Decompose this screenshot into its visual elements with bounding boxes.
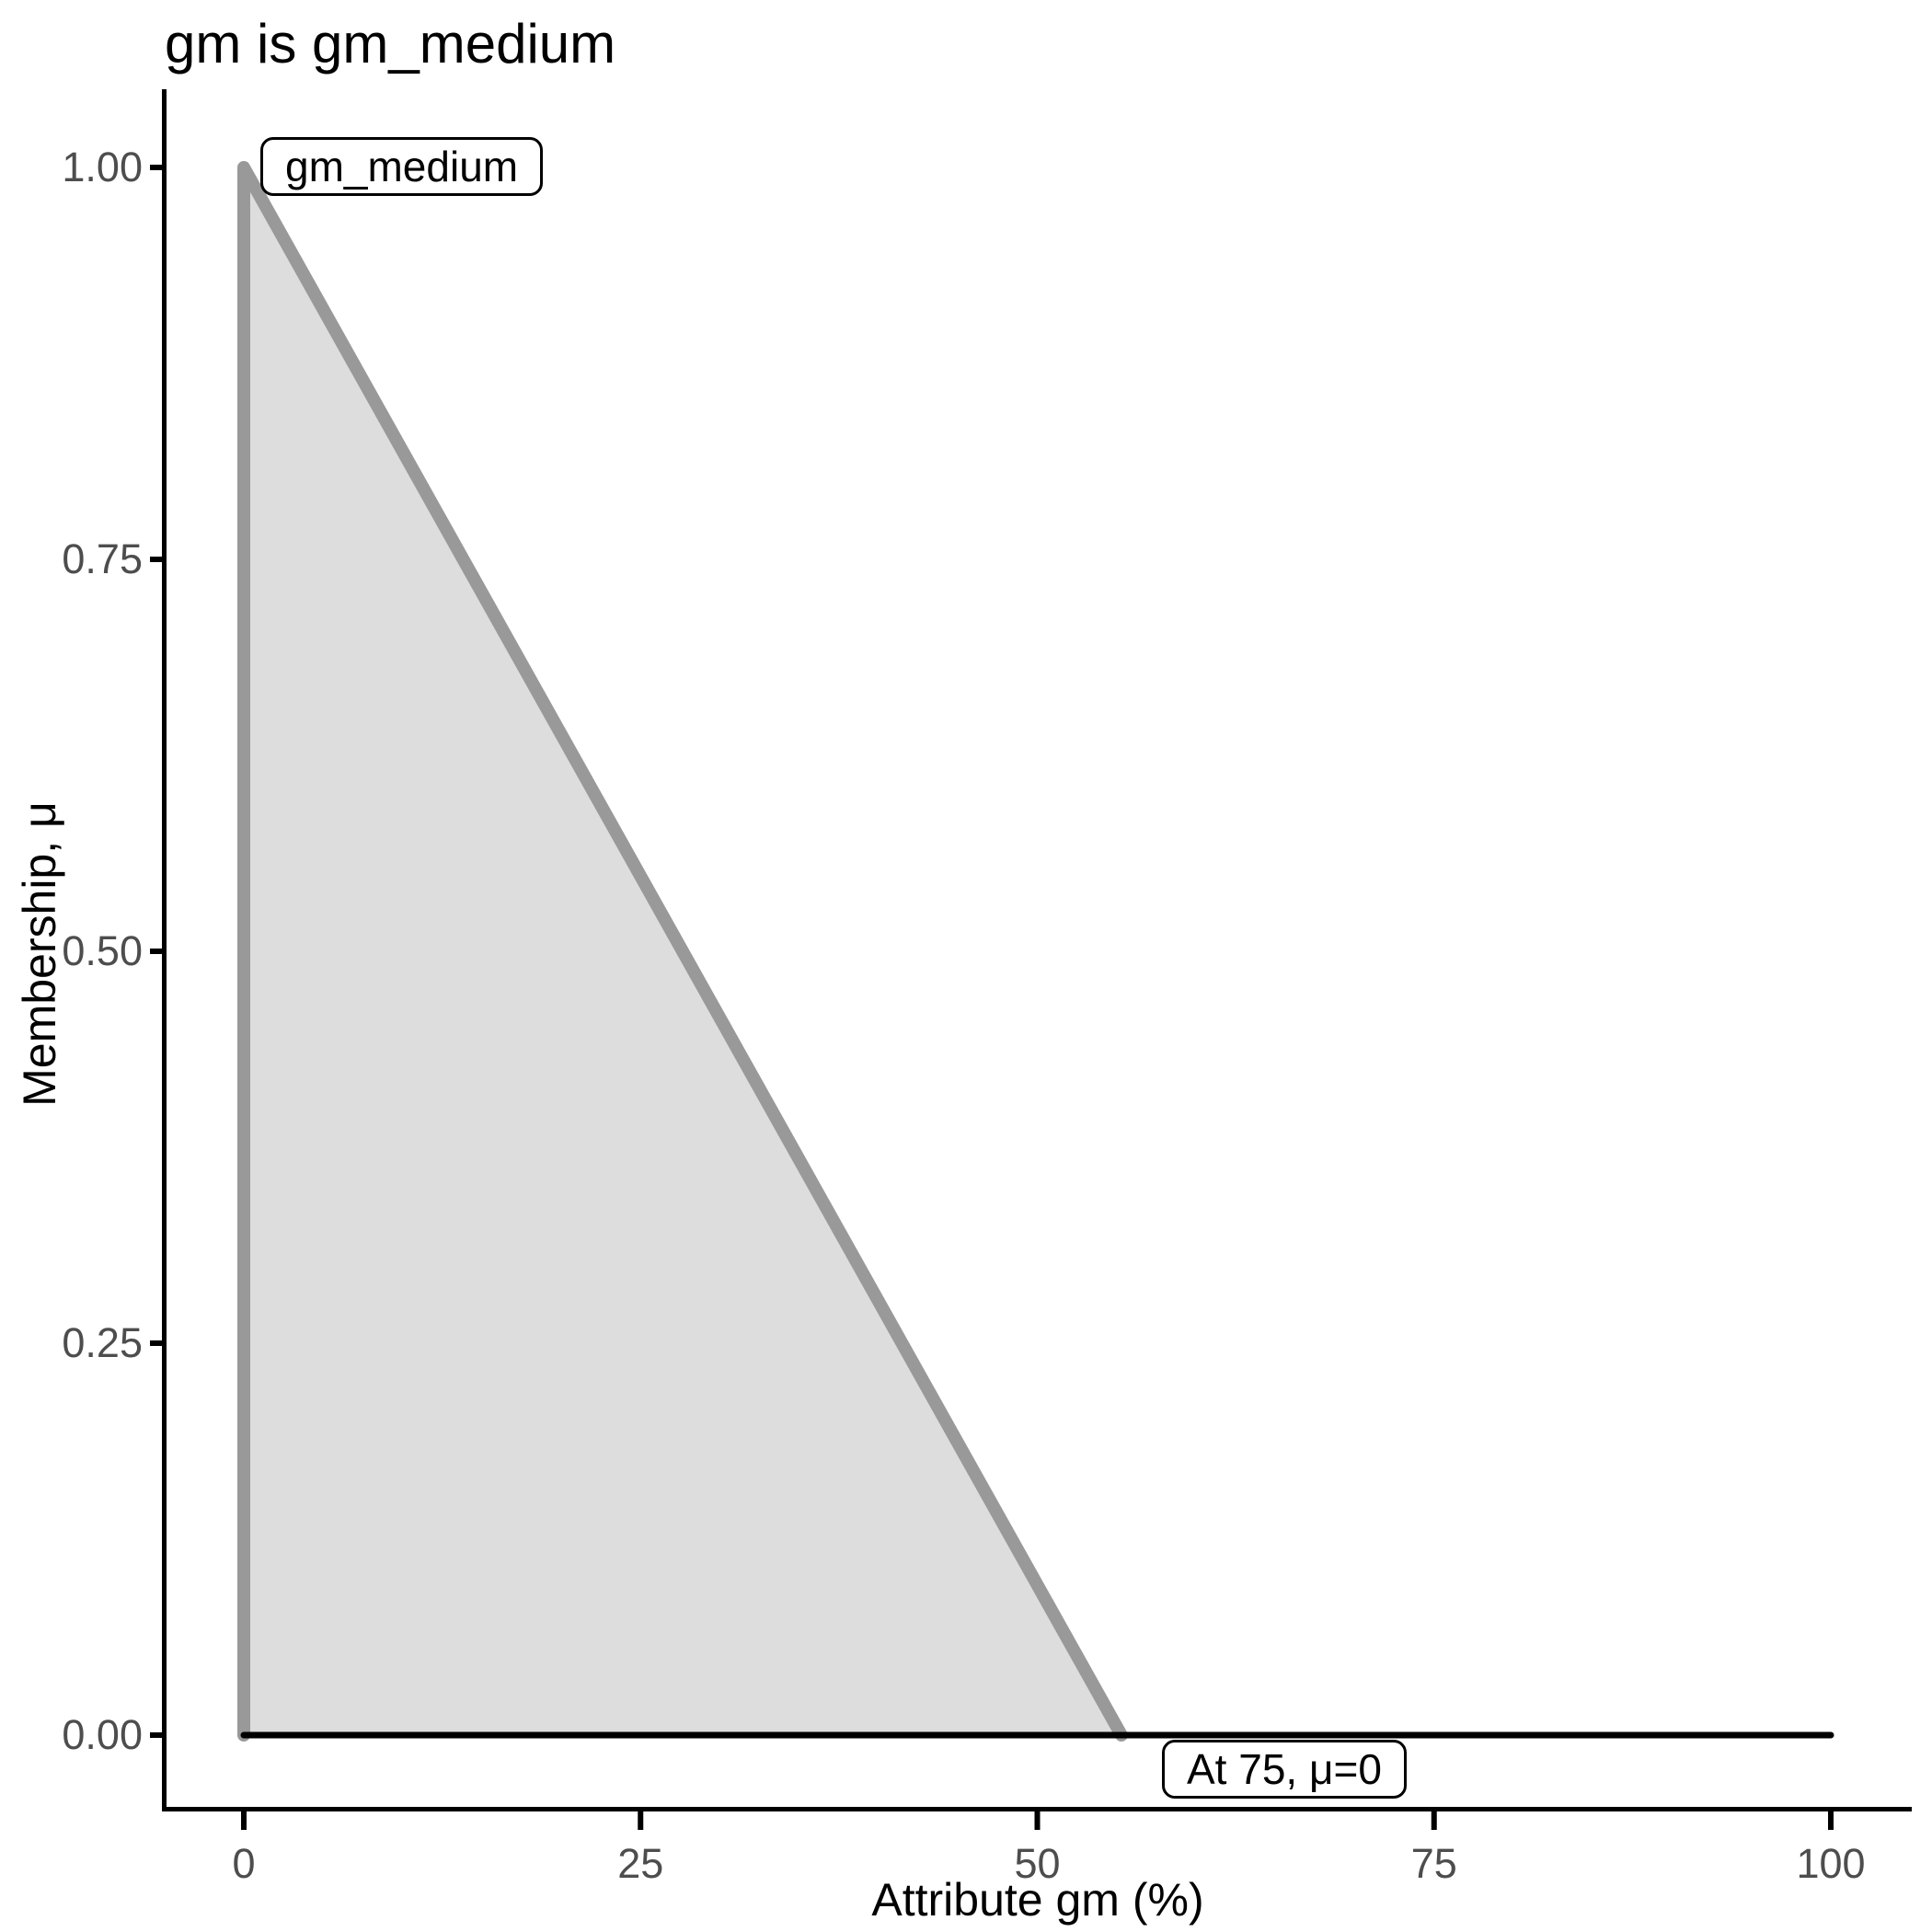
x-tick-label: 25 [617, 1840, 664, 1887]
membership-line-layer [237, 161, 1834, 1742]
axis-layer [150, 89, 1912, 1830]
annotation-at-75: At 75, μ=0 [1162, 1740, 1407, 1799]
y-tick-label: 0.75 [62, 535, 143, 582]
x-tick-label: 0 [232, 1840, 256, 1887]
annotation-gm-medium: gm_medium [260, 137, 544, 196]
x-axis-title: Attribute gm (%) [871, 1874, 1204, 1926]
x-tick-label: 75 [1410, 1840, 1457, 1887]
y-tick-label: 0.50 [62, 927, 143, 974]
x-tick-label: 50 [1014, 1840, 1061, 1887]
series-line-0 [237, 161, 1128, 1742]
plot-title: gm is gm_medium [165, 13, 616, 75]
y-tick-label: 0.00 [62, 1711, 143, 1758]
y-tick-label: 0.25 [62, 1319, 143, 1366]
y-tick-label: 1.00 [62, 144, 143, 190]
x-tick-label: 100 [1796, 1840, 1866, 1887]
